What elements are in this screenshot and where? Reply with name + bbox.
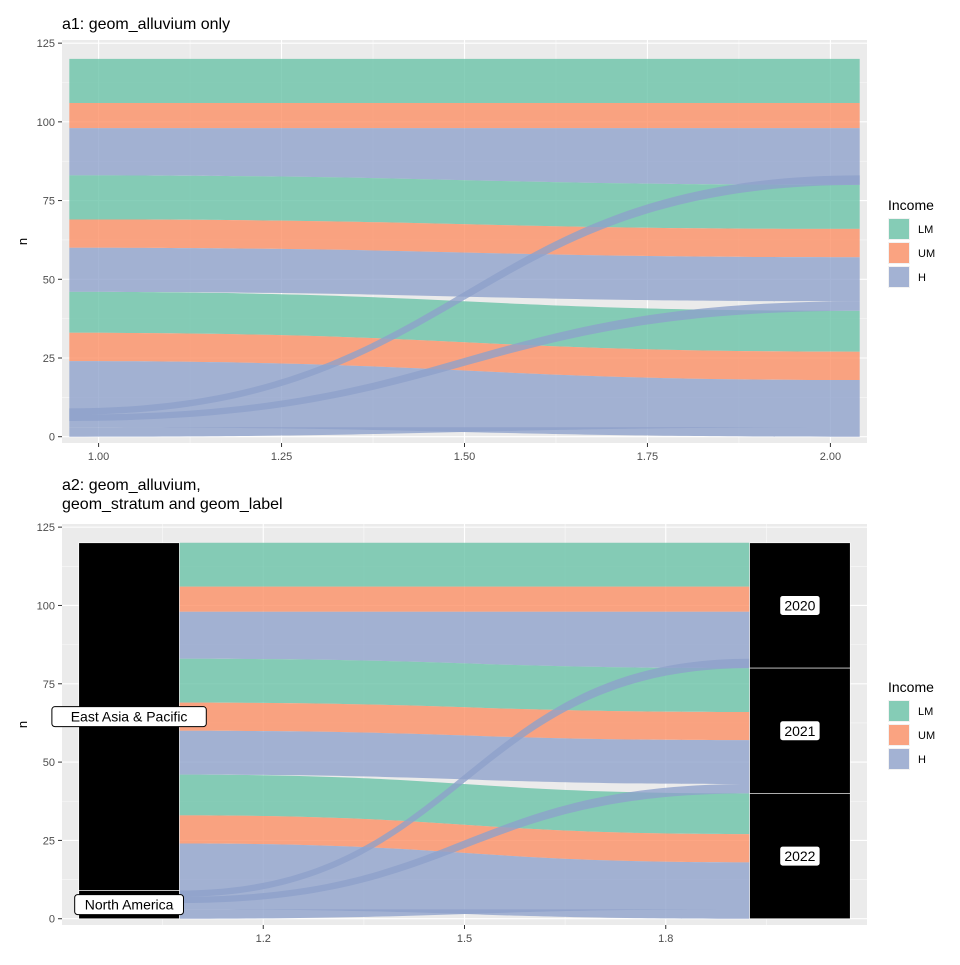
alluvium-flow-H bbox=[179, 658, 750, 897]
legend-key-H bbox=[889, 267, 909, 287]
alluvium-layer bbox=[179, 542, 750, 919]
label-layer: East Asia & Pacific North America 2020 2021… bbox=[51, 594, 821, 916]
chart-panel-1: a1: geom_alluvium only 0 25 50 75 100 125 1.00 1… bbox=[15, 16, 935, 463]
alluvium-flow-H bbox=[69, 128, 860, 185]
legend-label: LM bbox=[918, 224, 933, 236]
y-tick-label: 25 bbox=[43, 835, 55, 847]
legend-label: LM bbox=[918, 706, 933, 718]
legend-label: H bbox=[918, 272, 926, 284]
stratum-label-box bbox=[779, 594, 821, 616]
legend-key-UM bbox=[889, 725, 909, 745]
x-tick-label: 1.50 bbox=[454, 451, 475, 463]
chart-title: a1: geom_alluvium only bbox=[62, 16, 230, 33]
alluvium-flow-H bbox=[179, 784, 750, 904]
alluvium-flow-LM bbox=[69, 291, 860, 352]
y-tick-label: 75 bbox=[43, 196, 55, 208]
y-tick-label: 100 bbox=[37, 117, 55, 129]
y-tick-label: 50 bbox=[43, 757, 55, 769]
alluvium-flow-UM bbox=[69, 219, 860, 258]
y-tick-label: 0 bbox=[49, 432, 55, 444]
x-tick-label: 1.5 bbox=[457, 933, 472, 945]
legend-label: UM bbox=[918, 730, 935, 742]
legend-label: UM bbox=[918, 248, 935, 260]
alluvium-flow-LM bbox=[179, 542, 750, 587]
x-tick-label: 1.75 bbox=[637, 451, 658, 463]
x-tick-label: 1.25 bbox=[271, 451, 292, 463]
stratum-label-box bbox=[779, 720, 821, 742]
stratum-label: 2022 bbox=[784, 848, 815, 864]
stratum-label-box bbox=[74, 894, 184, 916]
stratum-label: North America bbox=[85, 897, 174, 913]
x-tick-label: 1.2 bbox=[256, 933, 271, 945]
alluvium-flow-H bbox=[69, 361, 860, 437]
chart-title-line-2: geom_stratum and geom_label bbox=[62, 496, 283, 513]
alluvium-flow-H bbox=[69, 175, 860, 415]
legend: Income LM UM H bbox=[888, 679, 935, 770]
y-axis-label: n bbox=[15, 721, 30, 728]
alluvium-flow-H bbox=[179, 611, 750, 669]
y-tick-label: 25 bbox=[43, 353, 55, 365]
alluvium-flow-UM bbox=[69, 332, 860, 381]
stratum-label: East Asia & Pacific bbox=[71, 709, 188, 725]
alluvium-flow-LM bbox=[69, 58, 860, 103]
alluvium-flow-UM bbox=[179, 702, 750, 741]
alluvium-flow-LM bbox=[179, 774, 750, 835]
alluvium-flow-UM bbox=[179, 586, 750, 612]
alluvium-flow-H bbox=[69, 247, 860, 302]
legend-title: Income bbox=[888, 197, 934, 213]
y-tick-label: 75 bbox=[43, 679, 55, 691]
alluvium-flow-H bbox=[69, 427, 860, 437]
alluvium-flow-LM bbox=[179, 658, 750, 712]
y-tick-label: 125 bbox=[37, 38, 55, 50]
alluvium-flow-H bbox=[69, 301, 860, 421]
y-axis-label: n bbox=[15, 238, 30, 245]
stratum-label-box bbox=[779, 845, 821, 867]
stratum-label-box bbox=[51, 706, 207, 728]
chart-title-line-1: a2: geom_alluvium, bbox=[62, 477, 201, 494]
legend-key-LM bbox=[889, 701, 909, 721]
alluvium-flow-LM bbox=[69, 175, 860, 229]
alluvium-flow-H bbox=[179, 909, 750, 919]
legend-key-LM bbox=[889, 219, 909, 239]
alluvium-flow-UM bbox=[69, 102, 860, 129]
x-tick-label: 1.8 bbox=[658, 933, 673, 945]
alluvium-flow-H bbox=[179, 730, 750, 785]
alluvium-flow-H bbox=[179, 843, 750, 919]
alluvium-layer bbox=[69, 58, 860, 437]
stratum-label: 2020 bbox=[784, 597, 815, 613]
y-tick-label: 100 bbox=[37, 600, 55, 612]
stratum-label: 2021 bbox=[784, 723, 815, 739]
alluvium-flow-UM bbox=[179, 815, 750, 863]
legend-key-UM bbox=[889, 243, 909, 263]
legend-label: H bbox=[918, 754, 926, 766]
x-tick-label: 2.00 bbox=[820, 451, 841, 463]
chart-panel-2: a2: geom_alluvium, geom_stratum and geom… bbox=[15, 477, 935, 945]
y-tick-label: 0 bbox=[49, 914, 55, 926]
x-tick-label: 1.00 bbox=[88, 451, 109, 463]
legend-title: Income bbox=[888, 679, 934, 695]
y-tick-label: 125 bbox=[37, 522, 55, 534]
y-tick-label: 50 bbox=[43, 274, 55, 286]
legend: Income LM UM H bbox=[888, 197, 935, 288]
legend-key-H bbox=[889, 749, 909, 769]
